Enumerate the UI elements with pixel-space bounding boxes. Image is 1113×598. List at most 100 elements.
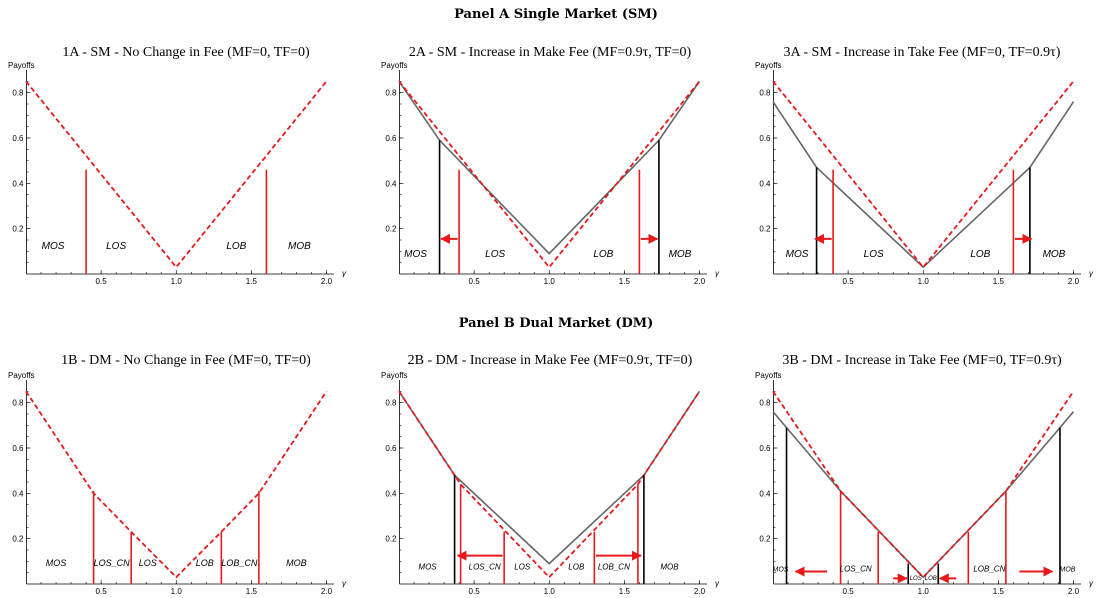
x-tick-label: 0.5	[469, 277, 481, 286]
region-label: MOS	[46, 558, 67, 568]
region-label: MOB	[286, 558, 307, 568]
y-tick-label: 0.4	[385, 489, 397, 498]
x-axis-label: γ	[715, 579, 720, 588]
x-tick-label: 0.5	[96, 587, 108, 596]
region-label: LOB	[196, 558, 214, 568]
y-tick-label: 0.2	[12, 225, 24, 234]
x-tick-label: 2.0	[694, 587, 706, 596]
region-label: MOS	[773, 567, 789, 574]
region-label: MOB	[288, 241, 311, 252]
region-label: LOS	[106, 241, 126, 252]
panel-a-title: Panel A Single Market (SM)	[454, 7, 658, 22]
x-tick-label: 1.5	[246, 277, 258, 286]
region-label: LOS	[910, 576, 922, 582]
y-tick-label: 0.4	[12, 489, 24, 498]
chart-3a: 3A - SM - Increase in Take Fee (MF=0, TF…	[784, 45, 1061, 60]
x-tick-label: 1.5	[993, 277, 1005, 286]
y-tick-label: 0.4	[759, 179, 771, 188]
x-tick-label: 1.5	[993, 587, 1005, 596]
x-tick-label: 1.0	[544, 587, 556, 596]
x-tick-label: 1.0	[171, 277, 183, 286]
x-axis-label: γ	[1089, 269, 1094, 278]
plot-1a: 0.2 0.4 0.6 0.8 0.5 1.0 1.5 2.0 Payoffs γ MOS LOS LO…	[8, 61, 347, 286]
y-tick-label: 0.4	[759, 489, 771, 498]
payoff-line-solid	[772, 101, 1075, 269]
y-axis-label: Payoffs	[8, 61, 35, 70]
region-label: MOS	[404, 249, 427, 260]
x-axis-label: γ	[342, 579, 347, 588]
plot-2b: 0.2 0.4 0.6 0.8 0.5 1.0 1.5 2.0 Payoffs γ MOS LOS_C…	[381, 371, 720, 596]
region-label: LOB	[925, 576, 937, 582]
region-label: LOS_CN	[94, 558, 131, 568]
y-tick-label: 0.4	[12, 179, 24, 188]
x-tick-label: 0.5	[469, 587, 481, 596]
payoff-line-solid	[398, 390, 701, 565]
region-label: MOS	[786, 249, 809, 260]
x-tick-label: 1.5	[619, 587, 631, 596]
region-label: MOB	[669, 249, 692, 260]
chart-title: 1B - DM - No Change in Fee (MF=0, TF=0)	[61, 353, 311, 368]
x-tick-label: 1.5	[246, 587, 258, 596]
x-tick-label: 0.5	[843, 587, 855, 596]
region-label: LOS	[485, 249, 505, 260]
plot-1b: 0.2 0.4 0.6 0.8 0.5 1.0 1.5 2.0 Payoffs γ MOS LOS_C…	[8, 371, 347, 596]
y-axis-label: Payoffs	[381, 61, 408, 70]
payoff-line-dashed	[25, 80, 328, 269]
region-label: LOS	[139, 558, 157, 568]
chart-3b: 3B - DM - Increase in Take Fee (MF=0, TF…	[782, 353, 1062, 368]
chart-title: 3B - DM - Increase in Take Fee (MF=0, TF…	[782, 353, 1062, 368]
chart-title: 3A - SM - Increase in Take Fee (MF=0, TF…	[784, 45, 1061, 60]
chart-title: 2A - SM - Increase in Make Fee (MF=0.9τ,…	[409, 45, 692, 60]
x-tick-label: 2.0	[1068, 587, 1080, 596]
y-tick-label: 0.8	[12, 399, 24, 408]
region-label: LOB_CN	[221, 558, 258, 568]
chart-title: 1A - SM - No Change in Fee (MF=0, TF=0)	[62, 45, 310, 60]
region-label: LOB_CN	[598, 562, 630, 571]
region-label: MOB	[1060, 567, 1076, 574]
x-tick-label: 1.0	[171, 587, 183, 596]
region-label: MOS	[42, 241, 65, 252]
region-label: LOB_CN	[973, 565, 1005, 574]
x-axis-label: γ	[1089, 579, 1094, 588]
y-tick-label: 0.8	[385, 89, 397, 98]
y-tick-label: 0.8	[759, 89, 771, 98]
panel-b-title: Panel B Dual Market (DM)	[459, 316, 654, 331]
chart-2a: 2A - SM - Increase in Make Fee (MF=0.9τ,…	[409, 45, 692, 60]
payoff-line-solid	[398, 80, 701, 255]
y-axis-label: Payoffs	[755, 371, 782, 380]
region-label: MOB	[1043, 249, 1066, 260]
x-axis-label: γ	[715, 269, 720, 278]
chart-2b: 2B - DM - Increase in Make Fee (MF=0.9τ,…	[408, 353, 693, 368]
x-tick-label: 2.0	[694, 277, 706, 286]
y-tick-label: 0.2	[12, 535, 24, 544]
region-label: LOB	[226, 241, 246, 252]
x-tick-label: 1.0	[918, 587, 930, 596]
region-label: LOB	[970, 249, 990, 260]
region-label: LOS	[864, 249, 884, 260]
y-axis-label: Payoffs	[381, 371, 408, 380]
plot-3b: 0.2 0.4 0.6 0.8 0.5 1.0 1.5 2.0 Payoffs γ MOS LOS_C…	[755, 371, 1094, 596]
plot-3a: 0.2 0.4 0.6 0.8 0.5 1.0 1.5 2.0 Payoffs γ MOS LOS LO…	[755, 61, 1094, 286]
y-tick-label: 0.6	[385, 444, 397, 453]
y-tick-label: 0.2	[759, 225, 771, 234]
y-tick-label: 0.2	[385, 535, 397, 544]
chart-title: 2B - DM - Increase in Make Fee (MF=0.9τ,…	[408, 353, 693, 368]
y-tick-label: 0.8	[12, 89, 24, 98]
x-axis-label: γ	[342, 269, 347, 278]
payoff-line-dashed	[398, 390, 701, 579]
plot-2a: 0.2 0.4 0.6 0.8 0.5 1.0 1.5 2.0 Payoffs γ MOS LOS LO…	[381, 61, 720, 286]
y-tick-label: 0.6	[385, 134, 397, 143]
x-tick-label: 0.5	[843, 277, 855, 286]
x-tick-label: 1.5	[619, 277, 631, 286]
region-label: LOS_CN	[469, 562, 501, 571]
y-tick-label: 0.8	[385, 399, 397, 408]
region-label: LOB	[593, 249, 613, 260]
y-tick-label: 0.6	[759, 444, 771, 453]
y-tick-label: 0.2	[759, 535, 771, 544]
x-tick-label: 2.0	[321, 277, 333, 286]
y-tick-label: 0.6	[759, 134, 771, 143]
region-label: LOS_CN	[840, 565, 872, 574]
y-tick-label: 0.6	[12, 134, 24, 143]
region-label: MOS	[418, 562, 437, 571]
